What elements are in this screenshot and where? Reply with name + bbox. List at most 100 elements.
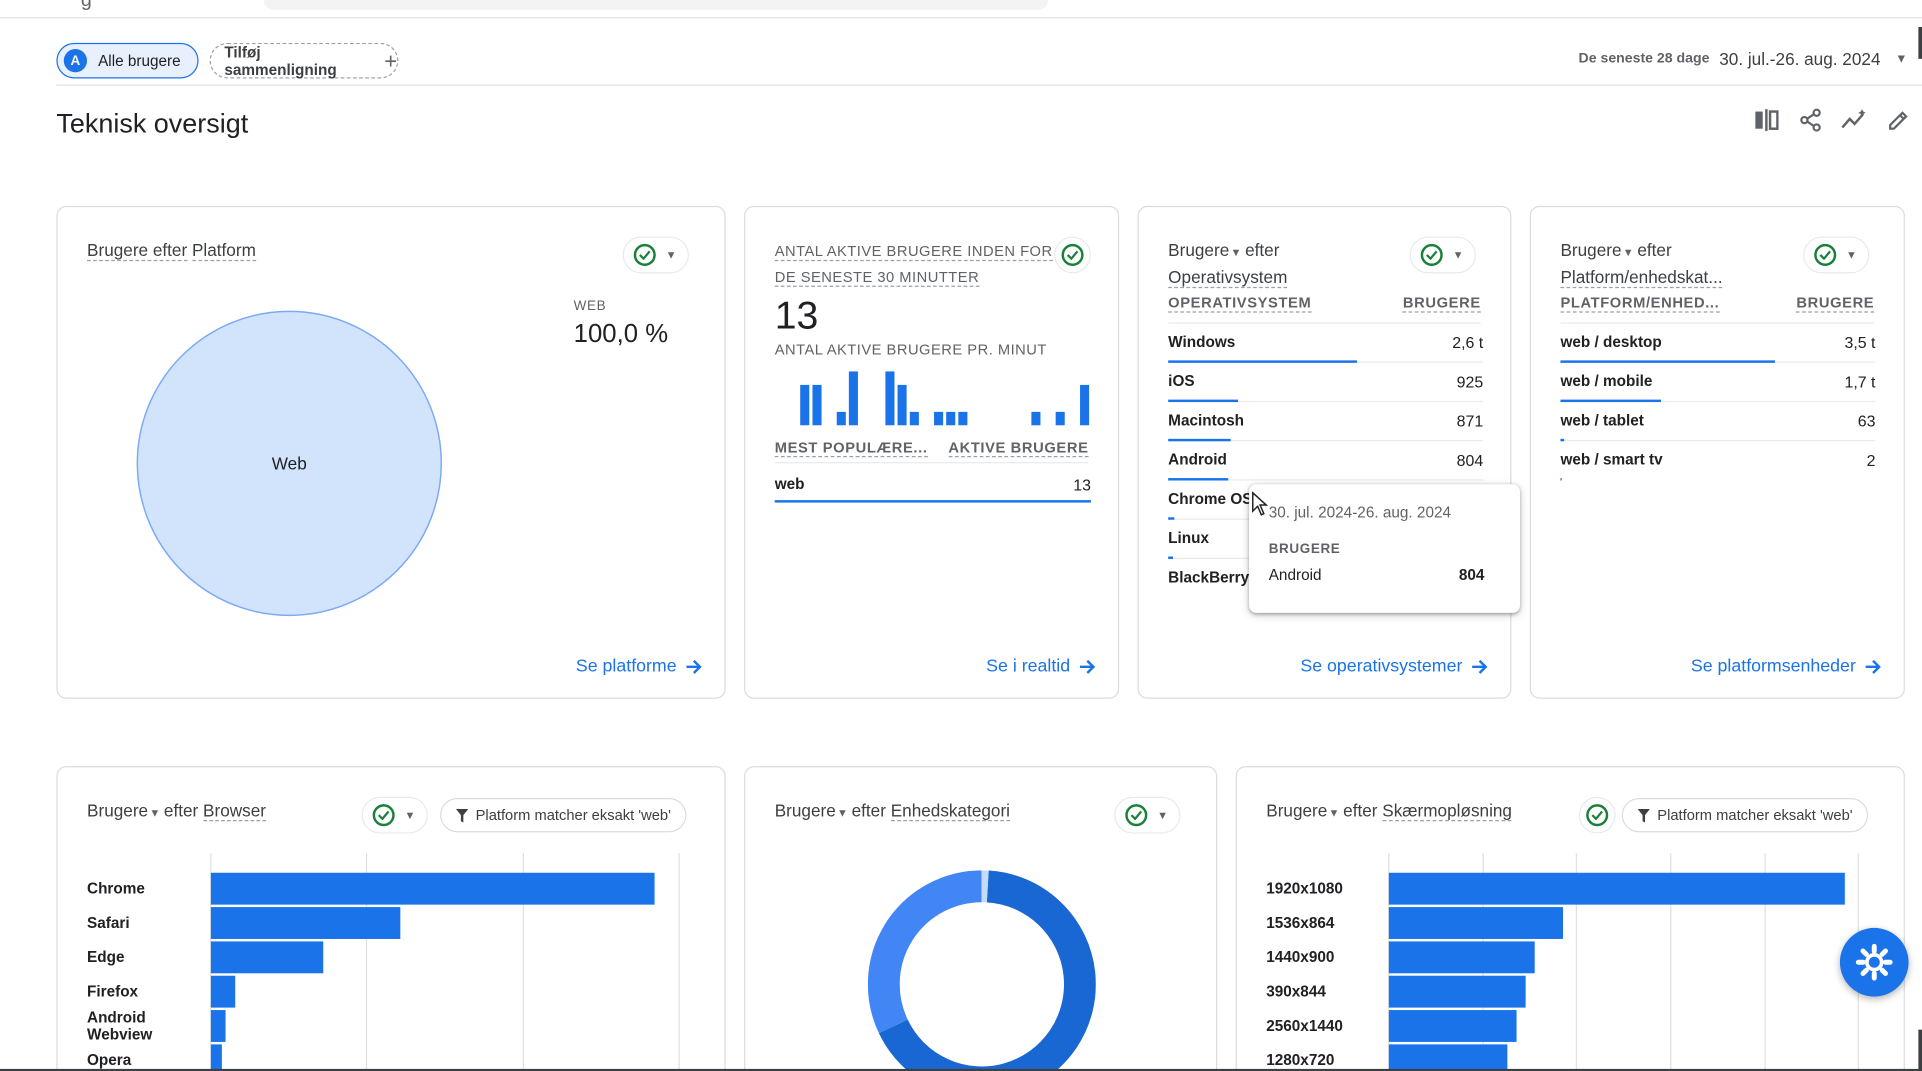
dimension-label[interactable]: Browser xyxy=(203,800,266,822)
bar[interactable] xyxy=(210,872,655,905)
table-row[interactable]: web / mobile 1,7 t xyxy=(1560,363,1876,403)
data-quality-menu[interactable]: ▼ xyxy=(1114,796,1181,834)
minute-bar[interactable] xyxy=(1031,411,1041,426)
data-quality-menu[interactable]: ▼ xyxy=(361,796,428,834)
data-quality-badge[interactable] xyxy=(1054,236,1091,274)
minute-bar[interactable] xyxy=(958,411,968,426)
caret-down-icon[interactable]: ▼ xyxy=(836,806,848,819)
see-os-link[interactable]: Se operativsystemer xyxy=(1300,657,1488,677)
table-row[interactable]: web / desktop 3,5 t xyxy=(1560,324,1876,363)
row-bar xyxy=(1168,517,1175,520)
donut-slice[interactable] xyxy=(867,870,983,1034)
row-value: 3,5 t xyxy=(1844,333,1876,352)
metric-label[interactable]: Brugere xyxy=(774,800,836,821)
metric-label[interactable]: Brugere xyxy=(1560,240,1622,260)
metric-label[interactable]: Brugere efter xyxy=(87,240,188,262)
date-range-label: De seneste 28 dage xyxy=(1578,51,1710,67)
row-name: Linux xyxy=(1168,529,1210,547)
caret-down-icon[interactable]: ▼ xyxy=(1328,806,1340,819)
data-quality-menu[interactable]: ▼ xyxy=(1803,236,1870,274)
minute-bar[interactable] xyxy=(885,371,895,426)
bar[interactable] xyxy=(1388,941,1535,974)
dimension-label[interactable]: Enhedskategori xyxy=(890,800,1010,822)
table-row[interactable]: web 13 xyxy=(774,466,1091,505)
table-row[interactable]: Macintosh 871 xyxy=(1168,402,1484,442)
all-users-chip[interactable]: A Alle brugere xyxy=(56,42,199,79)
arrow-right-icon xyxy=(1472,659,1488,674)
minute-bar[interactable] xyxy=(800,384,810,426)
row-value: 871 xyxy=(1456,411,1484,431)
bar[interactable] xyxy=(1388,872,1845,905)
table-row[interactable]: Android 804 xyxy=(1168,441,1484,481)
minute-bar[interactable] xyxy=(836,411,846,426)
bar[interactable] xyxy=(210,1010,226,1042)
minute-bar[interactable] xyxy=(897,384,907,426)
bar[interactable] xyxy=(1388,1044,1508,1071)
minute-bar[interactable] xyxy=(1055,411,1065,426)
data-quality-menu[interactable]: ▼ xyxy=(1409,236,1476,274)
browser-bar-chart: Chrome Safari Edge Firefox Android Webview Ope… xyxy=(87,853,680,1071)
table-row[interactable]: BlackBerry xyxy=(1168,559,1483,598)
realtime-title[interactable]: ANTAL AKTIVE BRUGERE INDEN FOR DE SENEST… xyxy=(774,239,1053,290)
bar[interactable] xyxy=(210,907,401,939)
dimension-label[interactable]: Platform/enhedskat... xyxy=(1560,267,1723,289)
filter-icon xyxy=(1637,808,1650,822)
add-comparison-button[interactable]: Tilføj sammenligning + xyxy=(209,42,399,79)
table-row[interactable]: iOS 925 xyxy=(1168,363,1484,403)
mouse-cursor-icon xyxy=(1252,491,1269,516)
dimension-label[interactable]: Skærmopløsning xyxy=(1382,800,1512,822)
tooltip-name: Android xyxy=(1268,566,1322,584)
data-quality-badge[interactable] xyxy=(1578,796,1616,834)
dimension-label[interactable]: Operativsystem xyxy=(1168,267,1288,289)
os-col-users-label: BRUGERE xyxy=(1402,294,1481,313)
realtime-card: ANTAL AKTIVE BRUGERE INDEN FOR DE SENEST… xyxy=(744,205,1120,699)
search-bar[interactable] xyxy=(263,0,1049,10)
assistant-fab-button[interactable] xyxy=(1839,927,1909,997)
row-value: 804 xyxy=(1456,451,1484,470)
metric-label[interactable]: Brugere xyxy=(87,800,149,821)
date-range-picker[interactable]: De seneste 28 dage 30. jul.-26. aug. 202… xyxy=(1579,49,1908,69)
caret-down-icon[interactable]: ▼ xyxy=(1622,246,1634,259)
edit-icon[interactable] xyxy=(1885,105,1912,134)
bar[interactable] xyxy=(210,1044,222,1071)
data-quality-menu[interactable]: ▼ xyxy=(622,236,689,274)
row-bar xyxy=(1560,360,1775,363)
minute-bar[interactable] xyxy=(934,411,944,426)
pie-slice-web[interactable] xyxy=(136,310,443,617)
minute-bar[interactable] xyxy=(1080,384,1090,426)
caret-down-icon[interactable]: ▼ xyxy=(1230,246,1242,259)
bar[interactable] xyxy=(1388,1010,1517,1042)
row-bar xyxy=(1560,438,1565,442)
caret-down-icon[interactable]: ▼ xyxy=(149,806,161,819)
see-realtime-link[interactable]: Se i realtid xyxy=(986,657,1096,677)
minute-bar[interactable] xyxy=(909,411,919,426)
device-category-card-title: Brugere▼ efter Enhedskategori xyxy=(775,798,1010,825)
dimension-label[interactable]: Platform xyxy=(191,240,256,262)
bar[interactable] xyxy=(210,941,324,974)
bar[interactable] xyxy=(1388,975,1526,1008)
see-platforms-link[interactable]: Se platforme xyxy=(576,657,703,677)
table-row[interactable]: web / smart tv 2 xyxy=(1560,441,1876,481)
minute-bar[interactable] xyxy=(946,411,956,426)
row-value: 2 xyxy=(1866,451,1876,470)
metric-label[interactable]: Brugere xyxy=(1266,800,1328,821)
table-row[interactable]: web / tablet 63 xyxy=(1560,402,1876,442)
row-name: iOS xyxy=(1168,372,1195,390)
bar[interactable] xyxy=(1388,907,1564,939)
minute-bar[interactable] xyxy=(812,384,822,426)
row-value: 13 xyxy=(1073,475,1091,494)
bar[interactable] xyxy=(210,975,236,1008)
row-name: BlackBerry xyxy=(1168,568,1250,586)
os-col-name-label: OPERATIVSYSTEM xyxy=(1168,294,1312,313)
platform-filter-chip[interactable]: Platform matcher eksakt 'web' xyxy=(440,797,687,833)
add-comparison-label: Tilføj sammenligning xyxy=(224,43,337,78)
see-platform-devices-link[interactable]: Se platformsenheder xyxy=(1691,657,1882,677)
table-row[interactable]: Windows 2,6 t xyxy=(1168,324,1484,363)
minute-bar[interactable] xyxy=(848,371,858,426)
metric-label[interactable]: Brugere xyxy=(1168,240,1230,260)
platform-filter-chip[interactable]: Platform matcher eksakt 'web' xyxy=(1621,797,1869,833)
donut-slice[interactable] xyxy=(878,870,1096,1071)
share-icon[interactable] xyxy=(1797,105,1824,134)
compare-icon[interactable] xyxy=(1753,105,1780,134)
insights-icon[interactable] xyxy=(1841,105,1868,134)
